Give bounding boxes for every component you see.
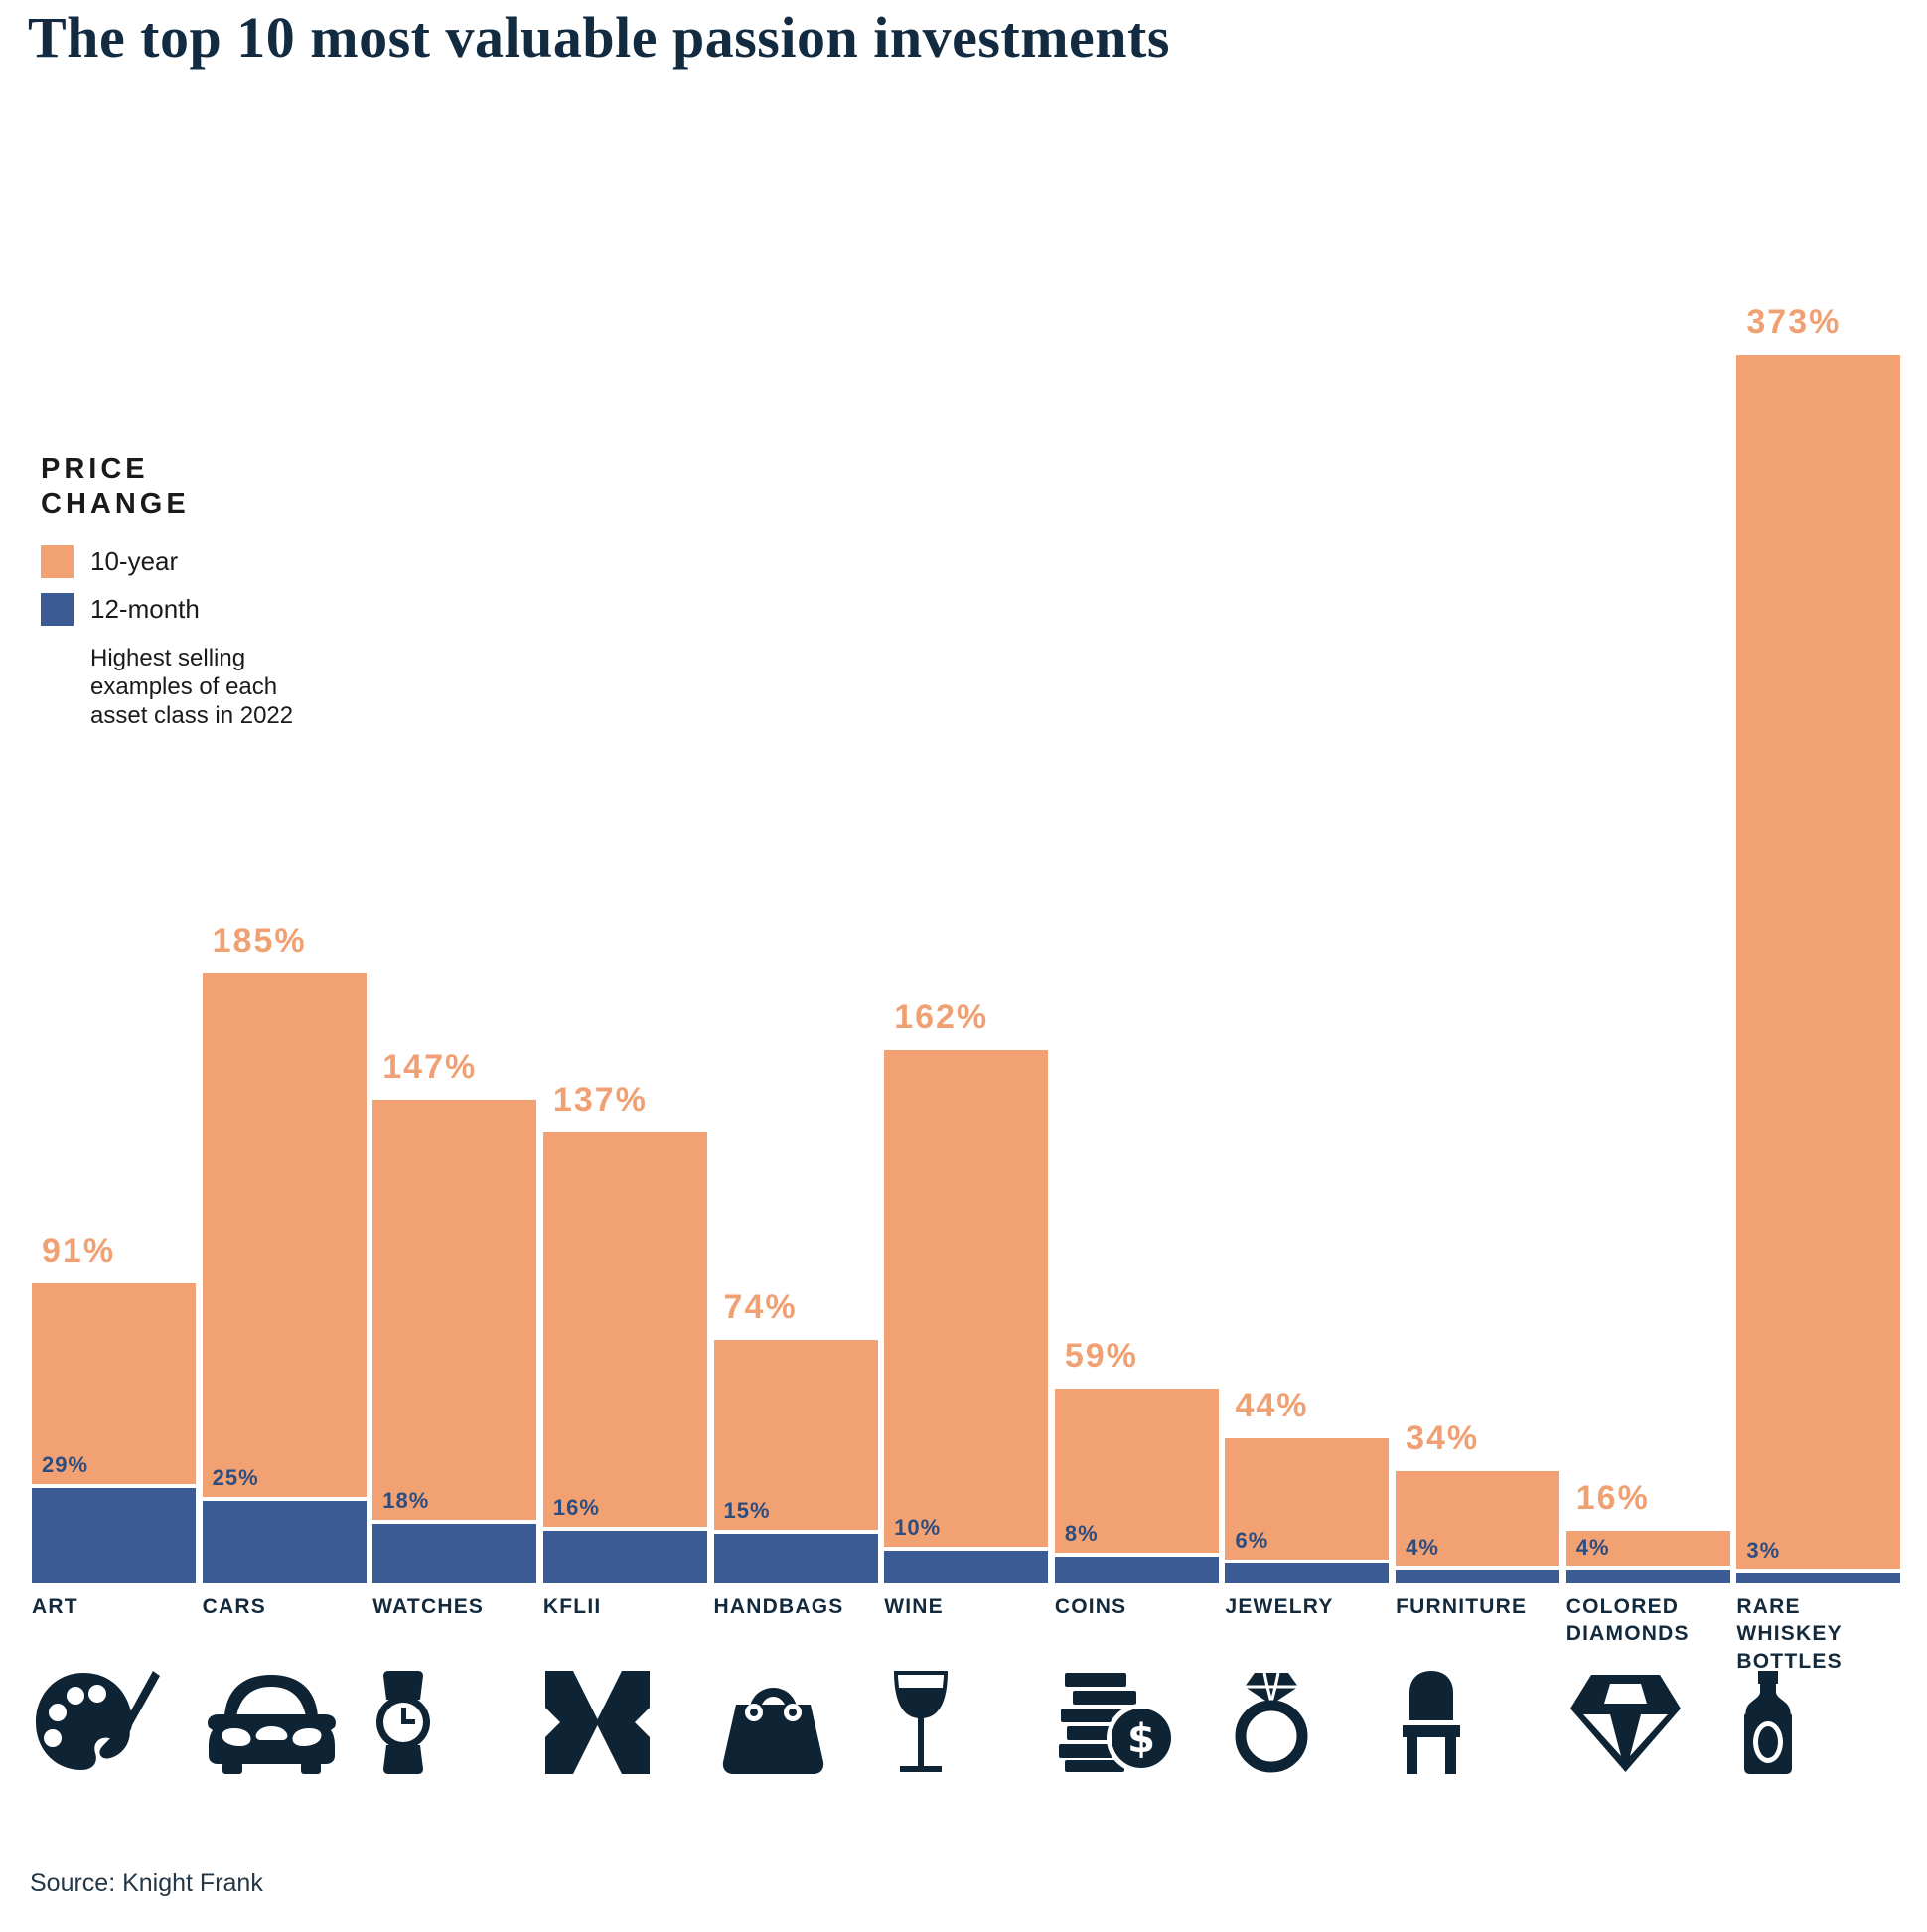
bar-10-year-furniture (1396, 1471, 1560, 1583)
category-label-cars: CARS (202, 1595, 266, 1618)
legend-swatch-12-month-icon (41, 592, 74, 626)
value-label-12-month-kflii: 16% (552, 1494, 600, 1520)
value-label-10-year-kflii: 137% (552, 1080, 648, 1118)
bar-10-year-rare-whiskey-bottles (1736, 355, 1901, 1583)
value-label-12-month-coins: 8% (1064, 1521, 1099, 1547)
bar-12-month-wine (884, 1546, 1049, 1583)
bar-12-month-rare-whiskey-bottles (1736, 1569, 1901, 1583)
bar-10-year-watches (372, 1099, 537, 1583)
category-label-rare-whiskey-bottles: RARE WHISKEY BOTTLES (1736, 1595, 1843, 1673)
value-label-10-year-cars: 185% (212, 922, 307, 961)
value-label-10-year-rare-whiskey-bottles: 373% (1746, 303, 1842, 341)
chair-icon (1398, 1671, 1465, 1774)
bar-12-month-furniture (1396, 1565, 1560, 1583)
diamond-icon (1568, 1671, 1683, 1774)
value-label-10-year-handbags: 74% (723, 1287, 798, 1326)
palette-icon (34, 1671, 163, 1774)
value-label-10-year-colored-diamonds: 16% (1575, 1478, 1650, 1517)
value-label-10-year-coins: 59% (1064, 1337, 1138, 1376)
value-label-12-month-rare-whiskey-bottles: 3% (1746, 1538, 1781, 1563)
bar-12-month-handbags (713, 1530, 878, 1583)
value-label-12-month-colored-diamonds: 4% (1575, 1534, 1610, 1560)
car-icon (205, 1671, 339, 1774)
value-label-12-month-watches: 18% (382, 1488, 430, 1514)
bar-12-month-jewelry (1225, 1560, 1390, 1583)
category-label-handbags: HANDBAGS (713, 1595, 844, 1618)
category-label-art: ART (32, 1595, 78, 1618)
category-label-furniture: FURNITURE (1396, 1595, 1528, 1618)
page-title: The top 10 most valuable passion investm… (28, 5, 1170, 70)
bar-10-year-kflii (542, 1131, 707, 1583)
legend-item-10-year: 10-year (41, 544, 359, 578)
kflii-logo-icon (544, 1671, 650, 1774)
chart-legend: PRICE CHANGE 10-year 12-month Highest se… (41, 452, 359, 730)
bar-12-month-watches (372, 1520, 537, 1583)
value-label-10-year-furniture: 34% (1406, 1419, 1480, 1458)
source-credit: Source: Knight Frank (30, 1869, 263, 1897)
value-label-12-month-wine: 10% (894, 1514, 942, 1540)
legend-item-12-month: 12-month (41, 592, 359, 626)
bar-12-month-art (32, 1483, 196, 1583)
value-label-10-year-wine: 162% (894, 997, 989, 1036)
value-label-10-year-art: 91% (42, 1232, 116, 1270)
value-label-10-year-jewelry: 44% (1235, 1387, 1309, 1425)
bar-10-year-cars (202, 973, 367, 1583)
bar-10-year-coins (1054, 1389, 1219, 1583)
value-label-12-month-jewelry: 6% (1235, 1528, 1269, 1554)
bar-12-month-kflii (542, 1526, 707, 1583)
bar-12-month-colored-diamonds (1565, 1565, 1730, 1583)
value-label-10-year-watches: 147% (382, 1047, 478, 1086)
coins-icon: $ (1057, 1671, 1176, 1774)
value-label-12-month-handbags: 15% (723, 1498, 771, 1524)
legend-note: Highest selling examples of each asset c… (90, 644, 294, 729)
value-label-12-month-art: 29% (42, 1451, 89, 1477)
value-label-12-month-furniture: 4% (1406, 1534, 1439, 1560)
category-label-kflii: KFLII (542, 1595, 602, 1618)
watch-icon (374, 1671, 432, 1774)
whiskey-bottle-icon (1738, 1671, 1800, 1774)
legend-swatch-10-year-icon (41, 544, 74, 578)
wine-glass-icon (886, 1671, 956, 1774)
handbag-icon (716, 1671, 830, 1774)
legend-heading: PRICE CHANGE (41, 453, 190, 520)
legend-label-10-year: 10-year (90, 545, 179, 576)
category-label-wine: WINE (884, 1595, 944, 1618)
legend-label-12-month: 12-month (90, 593, 200, 624)
ring-icon (1227, 1671, 1316, 1774)
value-label-12-month-cars: 25% (212, 1465, 259, 1491)
category-label-watches: WATCHES (372, 1595, 485, 1618)
category-label-colored-diamonds: COLORED DIAMONDS (1565, 1595, 1690, 1646)
bar-10-year-wine (884, 1049, 1049, 1583)
bar-10-year-jewelry (1225, 1438, 1390, 1583)
category-label-jewelry: JEWELRY (1225, 1595, 1334, 1618)
bar-12-month-coins (1054, 1553, 1219, 1583)
svg-text:$: $ (1127, 1716, 1155, 1762)
category-label-coins: COINS (1054, 1595, 1127, 1618)
bar-12-month-cars (202, 1497, 367, 1583)
